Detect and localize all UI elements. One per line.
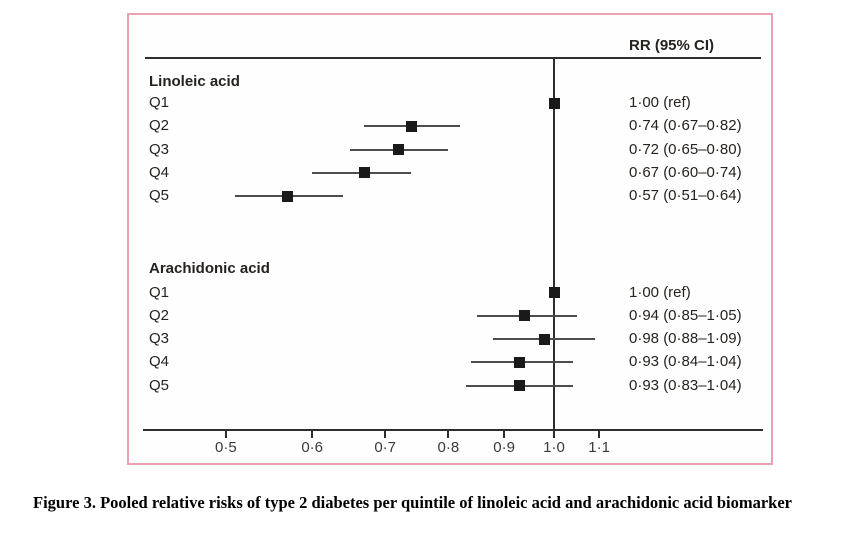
row-label: Q1: [149, 283, 170, 301]
column-header-rr: RR (95% CI): [629, 37, 715, 54]
rr-value: 0·93 (0·83–1·04): [629, 376, 742, 394]
point-marker: [538, 333, 550, 345]
row-label: Q5: [149, 376, 170, 394]
axis-tick: [447, 431, 450, 438]
point-marker: [282, 190, 294, 202]
rr-value: 0·67 (0·60–0·74): [629, 163, 742, 181]
row-label: Q1: [149, 94, 170, 111]
rr-value: 0·94 (0·85–1·05): [629, 306, 742, 324]
point-marker: [358, 167, 370, 179]
tick-label: 1·1: [588, 439, 610, 456]
rr-value: 0·98 (0·88–1·09): [629, 330, 742, 348]
point-marker: [392, 144, 404, 156]
row-label: Q2: [149, 117, 170, 135]
row-label: Q3: [149, 140, 170, 158]
row-label: Q2: [149, 306, 170, 324]
x-axis-line: [143, 429, 763, 431]
rr-value: 0·93 (0·84–1·04): [629, 353, 742, 371]
point-marker: [548, 97, 560, 109]
rr-value: 1·00 (ref): [629, 94, 691, 111]
row-label: Q4: [149, 353, 170, 371]
axis-tick: [553, 431, 555, 438]
tick-label: 0·9: [493, 439, 515, 456]
axis-tick: [224, 431, 227, 438]
rr-value: 0·74 (0·67–0·82): [629, 117, 742, 135]
axis-tick: [311, 431, 314, 438]
point-marker: [514, 356, 526, 368]
axis-tick: [384, 431, 387, 438]
point-marker: [548, 287, 560, 298]
point-marker: [519, 310, 531, 322]
point-marker: [514, 380, 526, 392]
row-label: Q5: [149, 187, 170, 205]
tick-label: 0·5: [215, 439, 237, 456]
reference-line: [553, 59, 555, 431]
tick-label: 0·6: [301, 439, 324, 456]
point-marker: [405, 120, 417, 132]
figure-caption: Figure 3. Pooled relative risks of type …: [33, 493, 792, 512]
tick-label: 1·0: [543, 439, 565, 456]
row-label: Q4: [149, 163, 170, 181]
rr-value: 0·72 (0·65–0·80): [629, 140, 742, 158]
tick-label: 0·7: [374, 439, 396, 456]
axis-tick: [503, 431, 506, 438]
row-label: Q3: [149, 330, 170, 348]
rr-value: 1·00 (ref): [629, 283, 691, 301]
tick-label: 0·8: [437, 439, 460, 456]
axis-tick: [598, 431, 601, 438]
group-label: Linoleic acid: [149, 73, 240, 90]
top-rule: [145, 57, 761, 59]
forest-plot-figure: RR (95% CI) 0·5 0·6 0·7 0·8 0·9 1·0 1·1 Linolei…: [127, 13, 773, 465]
group-label: Arachidonic acid: [149, 260, 270, 277]
rr-value: 0·57 (0·51–0·64): [629, 187, 742, 205]
